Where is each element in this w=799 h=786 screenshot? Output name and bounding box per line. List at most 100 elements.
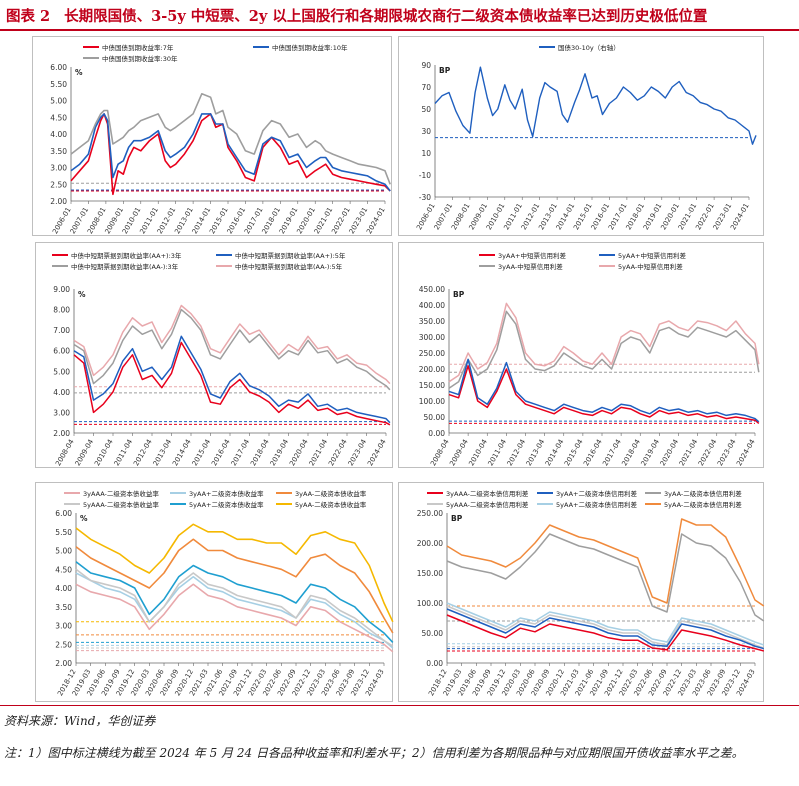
legend-label: 3yAA+二级资本债信用利差 [556,489,638,498]
y-tick-label: 0.00 [426,659,443,668]
y-tick-label: 150.00 [419,381,445,390]
legend-label: 3yAA-二级资本债信用利差 [664,489,742,498]
series-line [448,358,760,423]
y-tick-label: 2.50 [55,640,72,649]
y-tick-label: 250.00 [419,349,445,358]
series-line [73,308,391,391]
legend-label: 中债国债到期收益率:30年 [102,54,178,63]
chart-panel-p1: 2.00 2.50 3.00 3.50 4.00 4.50 5.00 5.50 6.00% 200… [32,36,392,236]
legend-label: 中债国债到期收益率:10年 [272,43,348,52]
series-line [75,561,394,643]
x-tick-label: 2009-04 [74,438,96,468]
x-tick-label: 2022-04 [327,438,349,468]
y-tick-label: 100.00 [419,397,445,406]
y-tick-label: 5.00 [55,547,72,556]
y-tick-label: 50.00 [424,413,446,422]
y-tick-label: 50 [421,105,431,114]
chart-panel-p6: 0.00 50.00 100.00 150.00 200.00 250.00 BP 2018-… [398,482,765,702]
y-unit-label: % [80,514,88,523]
series-line [73,304,391,385]
series-line [70,92,391,185]
x-tick-label: 2024-04 [735,438,757,468]
y-tick-label: 5.00 [50,97,67,106]
y-tick-label: 30 [421,127,431,136]
x-tick-label: 2019-04 [269,438,291,468]
chart-p5: 2.002.503.003.504.004.505.005.506.00%201… [55,489,394,697]
title-rule [0,29,799,31]
series-line [446,608,764,650]
legend-label: 3yAAA-二级资本债收益率 [83,489,159,498]
y-tick-label: 5.00 [53,367,70,376]
x-tick-label: 2024-04 [366,438,388,468]
y-tick-label: 8.00 [53,306,70,315]
y-tick-label: 70 [421,83,431,92]
legend-label: 中债国债到期收益率:7年 [102,43,174,52]
y-tick-label: 4.50 [50,113,67,122]
legend-label: 5yAAA-二级资本债信用利差 [446,500,529,509]
legend-label: 3yAA+中短票信用利差 [498,251,567,260]
y-tick-label: 2.50 [50,180,67,189]
y-tick-label: 400.00 [419,301,445,310]
y-tick-label: 450.00 [419,285,445,294]
figure-title-bar: 图表 2 长期限国债、3-5y 中短票、2y 以上国股行和各期限城农商行二级资本… [0,0,799,30]
series-line [73,341,391,426]
series-line [75,523,394,623]
x-tick-label: 2015-04 [191,438,213,468]
legend-label: 5yAA-二级资本债收益率 [295,500,367,509]
y-unit-label: % [78,290,86,299]
y-unit-label: BP [453,290,465,299]
y-tick-label: 90 [421,61,431,70]
chart-panel-p4: 0.00 50.00 100.00 150.00 200.00 250.00 300.00 3… [398,242,764,468]
chart-panel-p3: 2.00 3.00 4.00 5.00 6.00 7.00 8.00 9.00% 2008-04… [35,242,393,468]
legend-label: 5yAAA-二级资本债收益率 [83,500,159,509]
y-tick-label: 9.00 [53,285,70,294]
y-tick-label: 3.50 [50,147,67,156]
figure-title: 长期限国债、3-5y 中短票、2y 以上国股行和各期限城农商行二级资本债收益率已… [64,7,708,25]
series-line [70,113,391,192]
legend-label: 国债30-10y（右轴） [558,43,620,52]
legend-label: 中债中短期票据到期收益率(AA-):3年 [71,262,179,271]
y-tick-label: -10 [419,171,431,180]
legend-label: 3yAA+二级资本债收益率 [189,489,264,498]
chart-p4: 0.00 50.00 100.00 150.00 200.00 250.00 300.00 3… [419,251,760,468]
x-tick-label: 2023-04 [347,438,369,468]
y-unit-label: BP [439,66,451,75]
y-tick-label: 150.00 [417,569,443,578]
figure-label: 图表 2 [6,7,51,25]
y-tick-label: 4.50 [55,565,72,574]
footnote: 注：1）图中标注横线为截至 2024 年 5 月 24 日各品种收益率和利差水平… [4,746,744,760]
legend-label: 3yAA-二级资本债收益率 [295,489,367,498]
y-tick-label: 300.00 [419,333,445,342]
legend-label: 中债中短期票据到期收益率(AA-):5年 [235,262,343,271]
series-line [448,365,760,424]
series-line [446,602,765,646]
legend-label: 中债中短期票据到期收益率(AA+):5年 [235,251,346,260]
chart-p3: 2.00 3.00 4.00 5.00 6.00 7.00 8.00 9.00% 2008-04… [52,251,391,468]
y-tick-label: 6.00 [53,347,70,356]
y-tick-label: -30 [419,193,431,202]
y-unit-label: BP [451,514,463,523]
legend-label: 5yAA+中短票信用利差 [618,251,687,260]
series-line [75,568,394,647]
series-line [446,518,765,607]
chart-panel-p2: -30 -10 10 30 50 70 90 BP 2006-01 2007-01 2008-01 2… [398,36,764,236]
y-tick-label: 250.00 [417,509,443,518]
legend-label: 5yAA-中短票信用利差 [618,262,683,271]
legend-label: 3yAAA-二级资本债信用利差 [446,489,529,498]
x-tick-label: 2017-04 [230,438,252,468]
y-tick-label: 5.50 [55,528,72,537]
y-tick-label: 3.00 [55,622,72,631]
x-tick-label: 2011-04 [113,438,135,468]
x-tick-label: 2021-04 [308,438,330,468]
y-tick-label: 2.00 [53,429,70,438]
series-line [75,572,394,649]
x-tick-label: 2010-04 [93,438,115,468]
footer-rule [0,705,799,706]
series-line [434,66,757,145]
series-line [73,335,391,424]
chart-p1: 2.002.503.003.504.004.505.005.506.00%200… [50,43,391,235]
y-tick-label: 0.00 [428,429,445,438]
y-tick-label: 4.00 [53,388,70,397]
series-line [448,302,760,383]
legend-label: 中债中短期票据到期收益率(AA+):3年 [71,251,182,260]
